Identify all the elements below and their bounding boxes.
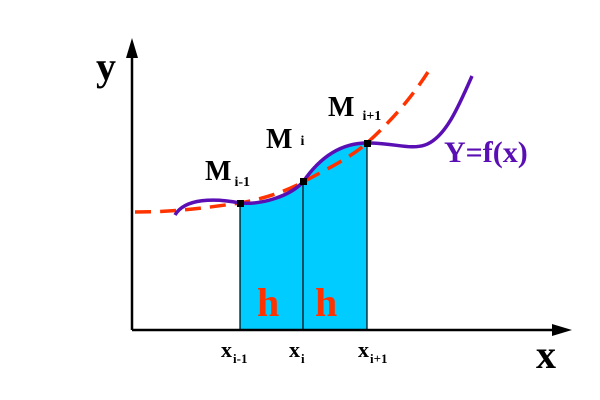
tick-label-x-prev-main: x: [221, 337, 232, 362]
point-label-m-curr-main: M: [266, 124, 292, 155]
tick-label-x-curr-main: x: [289, 337, 300, 362]
point-label-m-next-main: M: [328, 92, 354, 123]
point-label-m-prev-main: M: [205, 156, 231, 187]
point-label-m-prev-sub: i-1: [234, 175, 250, 190]
tick-label-x-next: xi+1: [358, 337, 388, 366]
tick-label-x-next-main: x: [358, 337, 369, 362]
y-axis-arrow: [126, 38, 138, 58]
function-curve: [173, 75, 474, 217]
point-label-m-curr-sub: i: [300, 134, 304, 149]
tick-label-x-curr-sub: i: [301, 351, 305, 366]
node-marker-curr: [300, 178, 307, 185]
curve-label: Y=f(x): [444, 136, 528, 169]
y-axis-label: y: [96, 44, 116, 89]
point-label-m-next-sub: i+1: [362, 109, 381, 124]
node-marker-prev: [237, 200, 244, 207]
tick-label-x-curr: xi: [289, 337, 305, 366]
x-axis-arrow: [552, 324, 572, 336]
node-marker-next: [364, 140, 371, 147]
tick-label-x-prev-sub: i-1: [233, 351, 247, 366]
x-axis-label: x: [536, 332, 556, 377]
tick-label-x-next-sub: i+1: [370, 351, 388, 366]
tick-label-x-prev: xi-1: [221, 337, 247, 366]
interval-label-left: h: [257, 280, 279, 325]
axes: [126, 38, 572, 336]
dashed-approximation-curve: [134, 71, 430, 214]
interval-label-right: h: [315, 280, 337, 325]
